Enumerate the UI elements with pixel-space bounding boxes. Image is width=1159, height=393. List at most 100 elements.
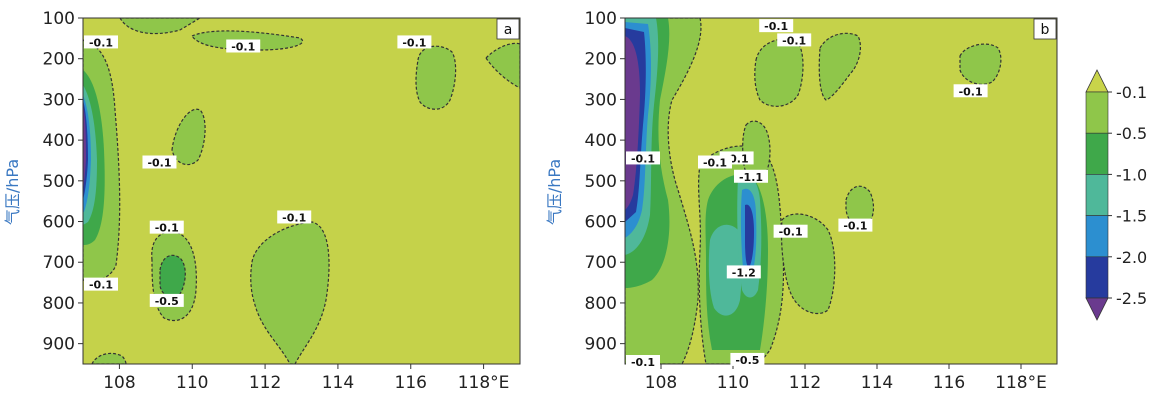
panel-b-contour-label: -0.1	[759, 19, 794, 33]
panel-a-y-tick-label: 500	[43, 172, 75, 192]
colorbar-label: -2.5	[1116, 289, 1147, 308]
panel-b-contour-label-text: -0.1	[631, 152, 655, 165]
panel-a-y-tick-label: 600	[43, 213, 75, 233]
panel-b-contour-label-text: -1.1	[739, 171, 763, 184]
colorbar-label: -1.5	[1116, 207, 1147, 226]
colorbar: -0.1 -0.5 -1.0 -1.5 -2.0 -2.5	[1085, 69, 1147, 321]
panel-a-contour-label: -0.1	[149, 220, 184, 235]
panel-b-y-tick-label: 500	[585, 172, 617, 192]
panel-a-x-tick-label: 114	[322, 373, 354, 393]
colorbar-label: -2.0	[1116, 248, 1147, 267]
panel-a-contour-label-box	[397, 35, 432, 49]
panel-b-contour-label-box	[773, 224, 808, 238]
panel-a: a 气压/hPa 100 200 300 400 500 600 700 800 900 108…	[3, 9, 521, 393]
panel-b-x-tick-label: 108	[645, 373, 677, 393]
panel-b-contour-label: -0.5	[730, 352, 765, 367]
panel-a-y-tick-label: 900	[43, 335, 75, 355]
panel-a-region-mid-1	[171, 108, 206, 166]
panel-b-contour-label-text: -0.5	[735, 354, 759, 367]
panel-a-contour-label: -0.1	[142, 155, 177, 170]
panel-b-contour-label-box	[953, 84, 988, 98]
panel-b-x-tick-label: 110	[717, 373, 749, 393]
panel-b-contour-labels: -0.1-0.1-0.1-0.1 -0.1-1.1-0.1-0.1 -0.1-1.2…	[626, 19, 988, 369]
panel-a-contour-label: -0.1	[397, 35, 432, 49]
panel-a-ylabel: 气压/hPa	[3, 159, 22, 225]
panel-a-label: a	[504, 22, 513, 38]
panel-b-contour-label-text: -0.1	[959, 85, 983, 98]
panel-b-contour-label: -0.1	[777, 33, 812, 47]
colorbar-swatch	[1085, 215, 1109, 258]
panel-a-contour-label-text: -0.1	[89, 36, 113, 49]
panel-a-x-tick-label: 116	[395, 373, 427, 393]
panel-a-y-tick-label: 300	[43, 90, 75, 110]
panel-b-contour-label: -0.1	[838, 218, 873, 233]
panel-b-contour-label-text: -0.1	[843, 220, 867, 233]
panel-a-contour-label-text: -0.1	[89, 279, 113, 292]
panel-b-label-box	[1033, 18, 1057, 40]
panel-a-y-tick-label: 100	[43, 9, 75, 29]
panel-b-contour-label: -0.1	[626, 355, 660, 369]
panel-b-contour-label-box	[730, 352, 765, 366]
panel-b-region-center-2	[708, 224, 742, 316]
panel-b-frame	[624, 17, 1058, 365]
panel-a-region-right-1	[415, 45, 457, 110]
panel-b-contour-label-box	[726, 265, 761, 279]
panel-a-contour-label-box	[84, 277, 118, 291]
panel-a-contour-label-text: -0.1	[231, 40, 255, 53]
colorbar-swatch	[1085, 91, 1109, 134]
panel-a-y-ticks: 100 200 300 400 500 600 700 800 900	[43, 9, 83, 355]
panel-b-y-tick-label: 900	[585, 335, 617, 355]
colorbar-label: -1.0	[1116, 165, 1147, 184]
panel-b-contour-label-text: -0.1	[631, 356, 655, 369]
panel-b-x-tick-label: 112	[789, 373, 821, 393]
colorbar-label: -0.5	[1116, 124, 1147, 143]
panel-b-y-tick-label: 700	[585, 253, 617, 273]
colorbar-swatch	[1085, 256, 1109, 299]
panel-b-contour-label-text: -0.1	[779, 226, 803, 239]
panel-b-contour-label: -1.2	[726, 265, 761, 279]
panel-b-x-ticks: 108 110 112 114 116 118°E	[645, 364, 1047, 393]
panel-b-region-center-5	[745, 204, 754, 268]
panel-b-contour-label-text: -0.1	[782, 34, 806, 47]
panel-a-contour-label-box	[226, 39, 261, 53]
panel-a-contour-label: -0.1	[226, 39, 261, 53]
panel-b-region-top-2	[818, 32, 862, 101]
panel-a-frame	[82, 17, 521, 365]
colorbar-top-triangle	[1085, 69, 1109, 93]
panel-b-contour-label-box	[734, 169, 768, 183]
panel-b-contour-label-box	[698, 155, 732, 169]
panel-a-x-tick-label: 108	[103, 373, 135, 393]
panel-a-region-right-2	[485, 42, 520, 89]
colorbar-bottom-triangle	[1085, 297, 1109, 321]
panel-b-contour-label-text: -0.1	[764, 20, 788, 33]
panel-a-y-tick-label: 800	[43, 294, 75, 314]
panel-b-region-top-3	[959, 43, 1002, 85]
panel-b-contour-label: -1.1	[734, 169, 768, 184]
panel-a-region-low-3	[250, 221, 330, 364]
panel-b-y-tick-label: 100	[585, 9, 617, 29]
panel-b-y-tick-label: 400	[585, 131, 617, 151]
panel-b-y-tick-label: 800	[585, 294, 617, 314]
panel-b-region-left-5	[625, 36, 640, 210]
panel-b-label: b	[1041, 22, 1050, 38]
panel-a-contour-label-text: -0.1	[282, 211, 306, 224]
panel-a-contour-label-box	[84, 35, 118, 49]
panel-a-contour-label-text: -0.1	[402, 36, 426, 49]
panel-b: b 气压/hPa 100 200 300 400 500 600 700 800 900 108…	[545, 9, 1058, 393]
panel-a-region-left-6	[83, 105, 86, 190]
panel-a-contour-label-box	[142, 155, 177, 169]
panel-a-contour-label: -0.1	[84, 277, 118, 292]
panel-a-contour-label-text: -0.5	[155, 295, 179, 308]
panel-b-contour-label-box	[759, 19, 794, 33]
panel-a-contour-label-text: -0.1	[155, 222, 179, 235]
panel-b-x-tick-label: 114	[861, 373, 893, 393]
panel-b-contour-label-box	[626, 355, 660, 368]
panel-a-y-tick-label: 700	[43, 253, 75, 273]
panel-b-contour-label-box	[777, 33, 812, 47]
panel-b-region-top-1	[754, 38, 804, 107]
panel-a-contour-label-text: -0.1	[147, 157, 171, 170]
panel-a-y-tick-label: 400	[43, 131, 75, 151]
panel-b-contour-label: -0.1	[626, 151, 660, 165]
panel-a-x-ticks: 108 110 112 114 116 118°E	[103, 364, 509, 393]
